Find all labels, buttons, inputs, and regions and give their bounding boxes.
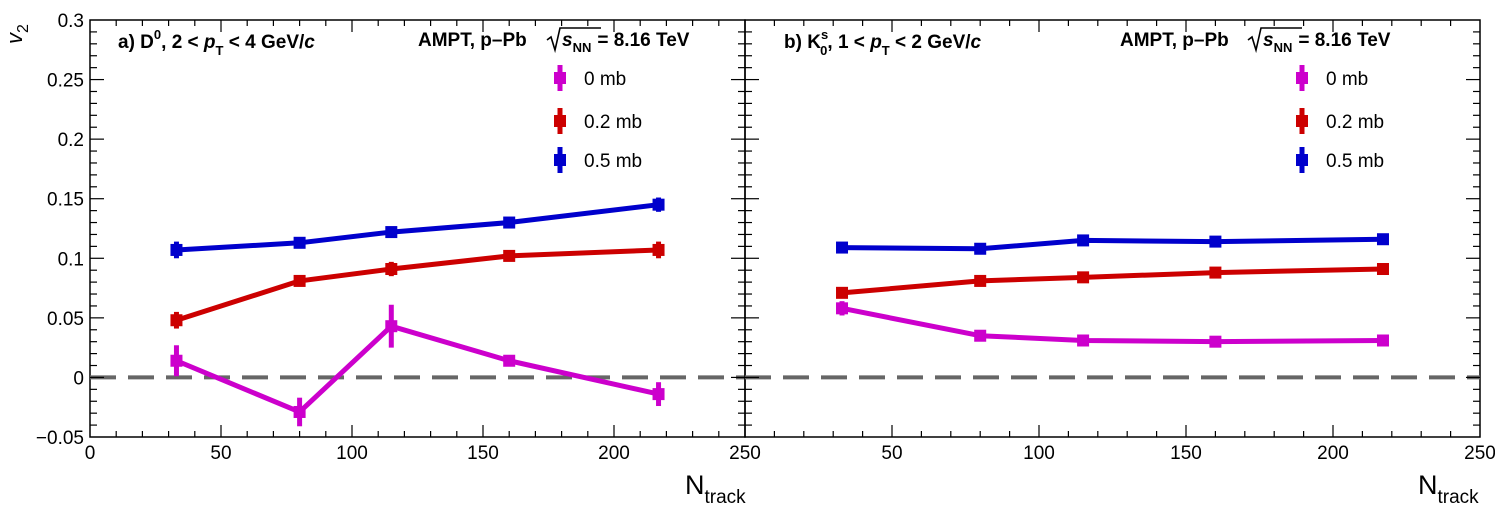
data-point — [1077, 271, 1090, 284]
x-tick-label: 0 — [85, 443, 96, 464]
x-tick-label: 50 — [881, 443, 902, 464]
data-point — [1077, 334, 1090, 347]
energy-label: sNN = 8.16 TeV — [562, 30, 690, 55]
x-axis-title: Ntrack — [685, 470, 746, 508]
x-tick-label: 150 — [467, 443, 499, 464]
data-point — [1209, 266, 1222, 279]
system-label: AMPT, p–Pb — [418, 30, 527, 51]
sqrt-sign — [1247, 27, 1302, 54]
data-point — [652, 388, 665, 401]
y-tick-label: 0.05 — [47, 309, 84, 330]
series-line — [841, 305, 1383, 345]
series-0p2-mb — [170, 241, 665, 329]
legend-marker — [1296, 72, 1308, 84]
x-tick-label: 250 — [1464, 443, 1495, 464]
data-point — [293, 405, 306, 418]
data-point — [293, 274, 306, 287]
series-line — [841, 236, 1384, 252]
data-point — [385, 226, 398, 239]
legend-marker — [1296, 115, 1308, 127]
legend-marker — [554, 115, 566, 127]
panel-a: 0 50 100 150 200 250−0.0500.050.10.150.20.250… — [36, 11, 761, 464]
legend-marker — [554, 154, 566, 166]
legend-label: 0 mb — [1326, 69, 1368, 90]
data-point — [652, 198, 665, 211]
x-tick-label: 250 — [729, 443, 761, 464]
x-tick-label: 100 — [1023, 443, 1055, 464]
legend-label: 0.5 mb — [1326, 151, 1384, 172]
series-line — [841, 266, 1384, 296]
series-line — [175, 323, 660, 415]
series-line — [175, 247, 659, 323]
y-tick-label: 0.2 — [58, 130, 84, 151]
y-axis-title: v2 — [2, 24, 32, 44]
data-point — [170, 243, 183, 256]
sqrt-sign — [546, 27, 601, 54]
data-point — [503, 216, 516, 229]
x-axis-title: Ntrack — [1418, 470, 1479, 508]
series-0-mb — [170, 304, 665, 427]
data-point — [1376, 334, 1389, 347]
plot-frame — [744, 19, 1481, 438]
y-tick-label: 0 — [73, 368, 84, 389]
data-point — [1077, 234, 1090, 247]
x-tick-label: 100 — [336, 443, 368, 464]
legend-marker — [554, 72, 566, 84]
x-tick-label: 50 — [210, 443, 231, 464]
y-tick-label: −0.05 — [36, 428, 84, 449]
data-point — [974, 274, 987, 287]
x-tick-label: 200 — [598, 443, 630, 464]
data-point — [170, 314, 183, 327]
data-point — [1376, 263, 1389, 276]
data-point — [1209, 235, 1222, 248]
data-point — [836, 241, 849, 254]
data-point — [170, 354, 183, 367]
y-tick-label: 0.1 — [58, 249, 84, 270]
panel-title: b) Ks 0, 1 < pT < 2 GeV/c — [784, 27, 982, 58]
legend-label: 0.5 mb — [584, 151, 642, 172]
legend-label: 0.2 mb — [584, 112, 642, 133]
series-0p5-mb — [170, 197, 665, 259]
data-point — [652, 243, 665, 256]
data-point — [385, 263, 398, 276]
series-line — [176, 202, 659, 253]
legend-marker — [1296, 154, 1308, 166]
data-point — [974, 242, 987, 255]
system-label: AMPT, p–Pb — [1120, 30, 1229, 51]
data-point — [836, 286, 849, 299]
data-point — [836, 302, 849, 315]
panel-b: 50 100 150 200 250 0 mb 0.2 mb 0.5 mb b) Ks 0, 1 … — [744, 19, 1495, 464]
data-point — [385, 320, 398, 333]
data-point — [974, 329, 987, 342]
data-point — [1209, 335, 1222, 348]
y-tick-label: 0.3 — [58, 11, 84, 32]
series-0-mb — [836, 301, 1389, 348]
data-point — [503, 354, 516, 367]
x-tick-label: 200 — [1317, 443, 1349, 464]
series-0p2-mb — [836, 263, 1389, 299]
data-point — [503, 249, 516, 262]
y-tick-label: 0.25 — [47, 71, 84, 92]
y-tick-label: 0.15 — [47, 190, 84, 211]
x-tick-label: 150 — [1170, 443, 1202, 464]
legend-label: 0.2 mb — [1326, 112, 1384, 133]
panel-title: a) D0, 2 < pT < 4 GeV/c — [118, 27, 315, 58]
data-point — [1376, 233, 1389, 246]
data-point — [293, 236, 306, 249]
legend-label: 0 mb — [584, 69, 626, 90]
series-0p5-mb — [836, 233, 1389, 255]
energy-label: sNN = 8.16 TeV — [1263, 30, 1391, 55]
